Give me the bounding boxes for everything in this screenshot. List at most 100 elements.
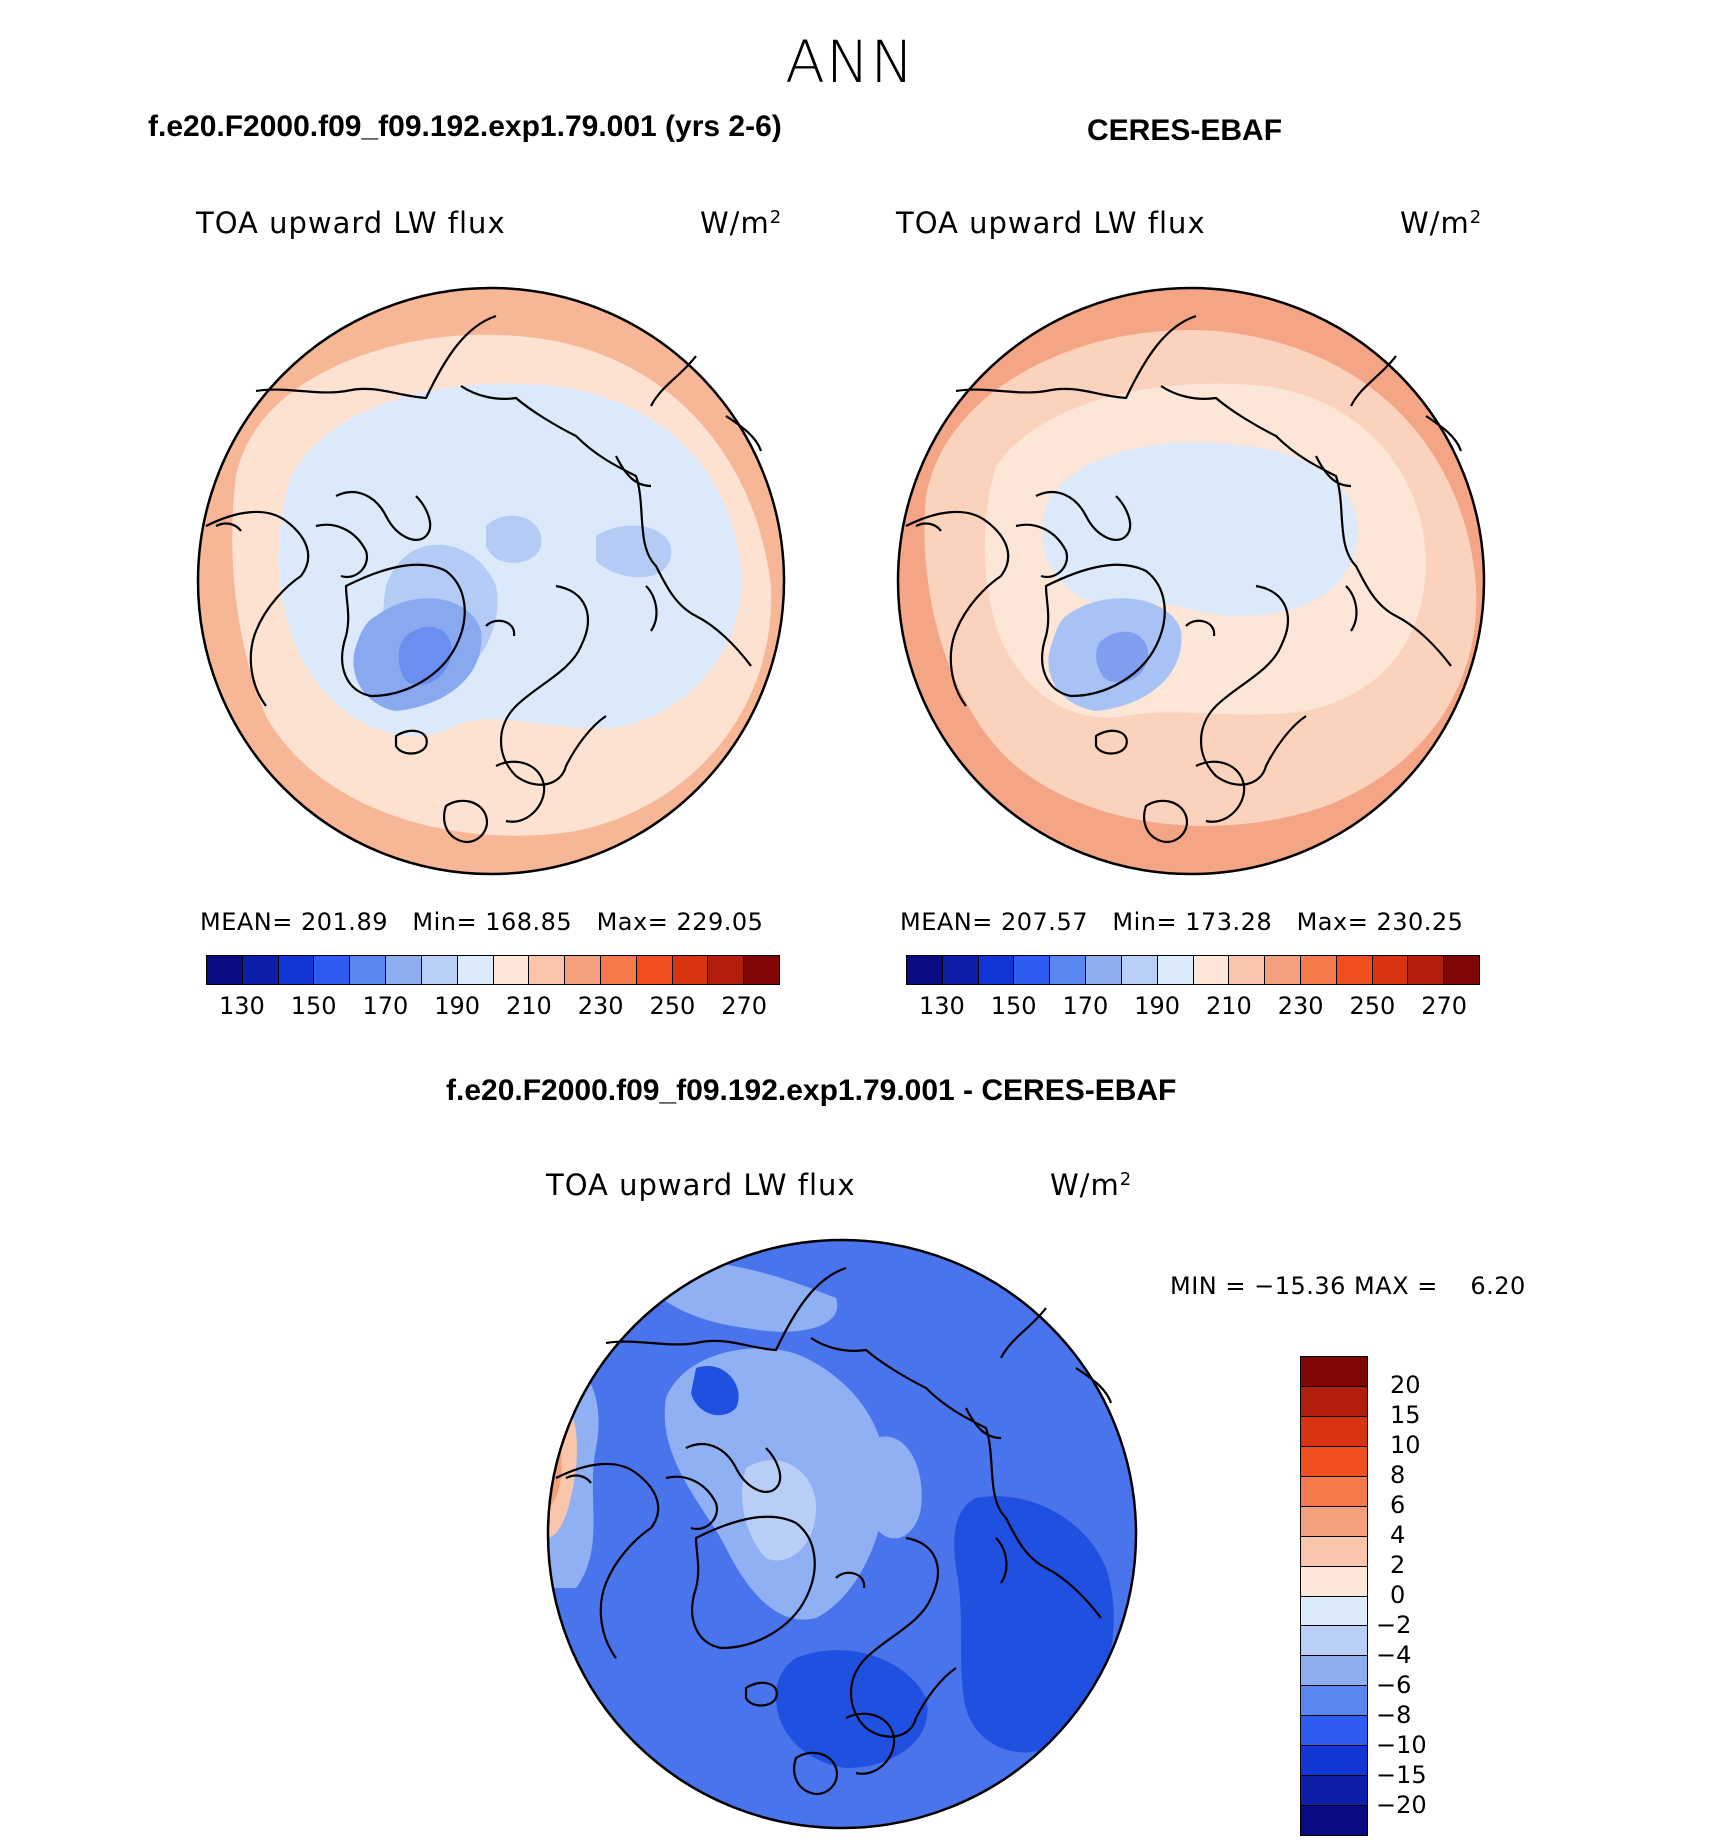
model-min: 168.85 [485, 908, 573, 936]
colorbar-swatch [1014, 956, 1051, 984]
model-max: 229.05 [676, 908, 764, 936]
colorbar-swatch [942, 956, 979, 984]
model-stats: MEAN= 201.89 Min= 168.85 Max= 229.05 [200, 908, 764, 936]
colorbar-tick-label: −15 [1376, 1761, 1427, 1789]
model-units-label: W/m2 [700, 206, 783, 240]
colorbar-swatch [1301, 1596, 1367, 1627]
colorbar-tick-label: 230 [1277, 992, 1324, 1020]
diff-units-label: W/m2 [1050, 1168, 1133, 1202]
colorbar-tick-label: 190 [434, 992, 481, 1020]
colorbar-tick-label: −2 [1376, 1611, 1412, 1639]
colorbar-tick-label: 20 [1390, 1371, 1421, 1399]
colorbar-swatch [708, 956, 745, 984]
diff-colorbar [1300, 1356, 1368, 1836]
colorbar-swatch [1301, 1686, 1367, 1717]
colorbar-swatch [744, 956, 779, 984]
colorbar-swatch [1301, 1506, 1367, 1537]
colorbar-tick-label: −10 [1376, 1731, 1427, 1759]
colorbar-swatch [207, 956, 243, 984]
colorbar-swatch [600, 956, 637, 984]
colorbar-swatch [1301, 1746, 1367, 1777]
colorbar-swatch [493, 956, 530, 984]
colorbar-tick-label: 130 [218, 992, 265, 1020]
obs-stats: MEAN= 207.57 Min= 173.28 Max= 230.25 [900, 908, 1464, 936]
colorbar-swatch [1300, 956, 1337, 984]
colorbar-swatch [1301, 1626, 1367, 1657]
model-case-title: f.e20.F2000.f09_f09.192.exp1.79.001 (yrs… [148, 110, 782, 143]
map-region-m2-cold [1042, 442, 1358, 616]
colorbar-swatch [529, 956, 566, 984]
colorbar-swatch [457, 956, 494, 984]
colorbar-tick-label: 130 [918, 992, 965, 1020]
colorbar-swatch [1265, 956, 1301, 984]
colorbar-tick-label: 8 [1390, 1461, 1406, 1489]
obs-min: 173.28 [1185, 908, 1273, 936]
colorbar-tick-label: 150 [290, 992, 337, 1020]
colorbar-tick-label: 170 [1062, 992, 1109, 1020]
colorbar-tick-label: 10 [1390, 1431, 1421, 1459]
colorbar-swatch [350, 956, 387, 984]
colorbar-tick-label: −4 [1376, 1641, 1412, 1669]
map-region-m1-cold3 [596, 525, 672, 578]
obs-units-label: W/m2 [1400, 206, 1483, 240]
diff-colorbar-ticks: 20 15 10 8 6 4 2 0 −2 −4 −6 −8 −10 −15 −20 [1376, 1356, 1496, 1836]
colorbar-swatch [1301, 1416, 1367, 1447]
model-colorbar-ticks: 130 150 170 190 210 230 250 270 [206, 992, 780, 1022]
colorbar-swatch [1336, 956, 1373, 984]
diff-polar-map [546, 1238, 1138, 1830]
model-colorbar [206, 955, 780, 985]
colorbar-tick-label: 0 [1390, 1581, 1406, 1609]
colorbar-swatch [1301, 1536, 1367, 1567]
model-polar-map [196, 286, 786, 876]
colorbar-swatch [1372, 956, 1409, 984]
colorbar-tick-label: 170 [362, 992, 409, 1020]
obs-mean: 207.57 [1001, 908, 1088, 936]
colorbar-swatch [1301, 1716, 1367, 1747]
obs-colorbar [906, 955, 1480, 985]
colorbar-swatch [565, 956, 601, 984]
map-region-m3-dark3 [691, 1366, 739, 1416]
colorbar-tick-label: 230 [577, 992, 624, 1020]
colorbar-tick-label: −8 [1376, 1701, 1412, 1729]
obs-colorbar-ticks: 130 150 170 190 210 230 250 270 [906, 992, 1480, 1022]
colorbar-swatch [421, 956, 458, 984]
colorbar-swatch [1408, 956, 1445, 984]
colorbar-tick-label: 210 [1205, 992, 1252, 1020]
colorbar-tick-label: 250 [1349, 992, 1396, 1020]
colorbar-swatch [978, 956, 1015, 984]
colorbar-swatch [672, 956, 709, 984]
colorbar-tick-label: 190 [1134, 992, 1181, 1020]
colorbar-swatch [1301, 1566, 1367, 1597]
colorbar-swatch [1301, 1386, 1367, 1417]
colorbar-swatch [1050, 956, 1087, 984]
colorbar-swatch [314, 956, 351, 984]
colorbar-swatch [1157, 956, 1194, 984]
colorbar-tick-label: 150 [990, 992, 1037, 1020]
colorbar-tick-label: 250 [649, 992, 696, 1020]
map-region-m3-dark1 [954, 1496, 1114, 1753]
colorbar-swatch [1444, 956, 1479, 984]
obs-max: 230.25 [1376, 908, 1464, 936]
obs-variable-label: TOA upward LW flux [896, 206, 1206, 240]
colorbar-swatch [1301, 1806, 1367, 1835]
colorbar-swatch [242, 956, 279, 984]
diff-case-title: f.e20.F2000.f09_f09.192.exp1.79.001 - CE… [446, 1074, 1177, 1107]
figure-title: ANN [785, 28, 915, 96]
colorbar-swatch [1301, 1446, 1367, 1477]
model-mean: 201.89 [301, 908, 388, 936]
colorbar-tick-label: 210 [505, 992, 552, 1020]
colorbar-swatch [636, 956, 673, 984]
colorbar-tick-label: 4 [1390, 1521, 1406, 1549]
colorbar-tick-label: 270 [1421, 992, 1468, 1020]
diff-minmax: MIN = −15.36 MAX = 6.20 [1170, 1272, 1526, 1300]
model-variable-label: TOA upward LW flux [196, 206, 506, 240]
colorbar-tick-label: 270 [721, 992, 768, 1020]
colorbar-swatch [1121, 956, 1158, 984]
colorbar-tick-label: 15 [1390, 1401, 1421, 1429]
colorbar-swatch [386, 956, 422, 984]
obs-polar-map [896, 286, 1486, 876]
map-region-m2-core [1096, 631, 1149, 683]
map-region-m3-light3 [876, 1436, 922, 1539]
colorbar-swatch [1086, 956, 1122, 984]
colorbar-tick-label: 2 [1390, 1551, 1406, 1579]
